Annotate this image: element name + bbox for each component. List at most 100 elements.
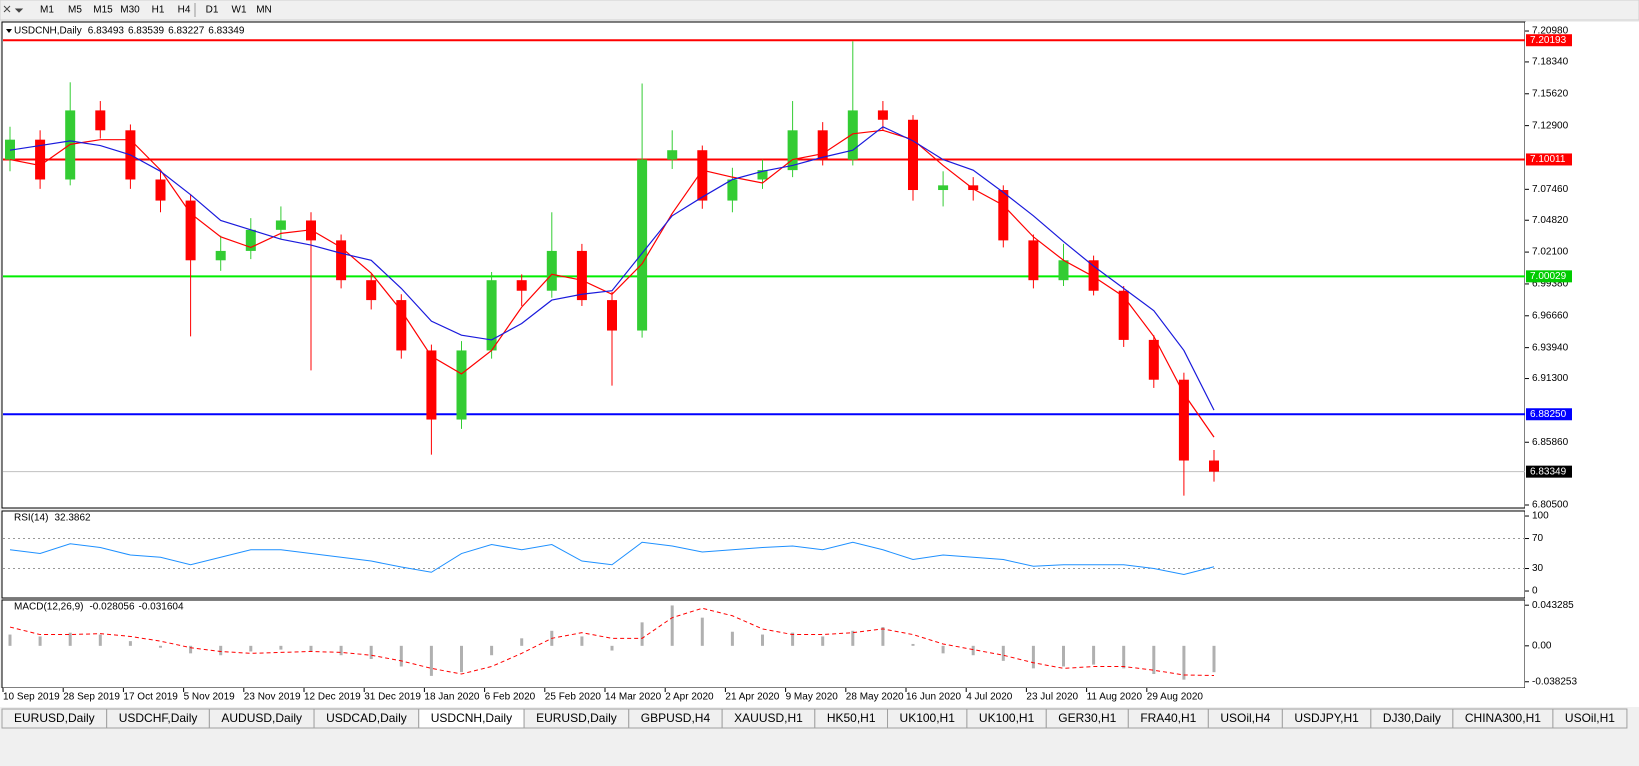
level-label-box — [1526, 153, 1572, 166]
tab[interactable]: FRA40,H1 — [1127, 708, 1209, 729]
y-tick-label: -0.038253 — [1532, 676, 1577, 687]
candle-body — [1148, 339, 1159, 380]
macd-bar — [670, 605, 674, 646]
macd-bar — [460, 645, 463, 673]
candle-body — [456, 350, 467, 420]
candle-body — [576, 250, 587, 301]
y-tick-label: 7.07460 — [1532, 184, 1569, 195]
candle-body — [998, 190, 1009, 241]
tab[interactable]: USOil,H4 — [1207, 708, 1283, 729]
signal-line — [9, 607, 1215, 677]
indicator-value: -0.031604 — [139, 602, 184, 613]
tab[interactable]: EURUSD,Daily — [1, 708, 108, 729]
indicator-value: 6.83227 — [168, 26, 205, 37]
tab[interactable]: USDCNH,Daily — [418, 708, 525, 729]
timeframe-button[interactable]: MN — [256, 5, 272, 16]
macd-bar — [1182, 645, 1186, 680]
macd-bar — [580, 636, 584, 646]
x-tick-label: 5 Nov 2019 — [184, 692, 236, 703]
x-tick-label: 11 Aug 2020 — [1087, 692, 1143, 703]
candle-body — [396, 300, 407, 351]
macd-bar — [761, 634, 764, 646]
toolbar — [0, 0, 1639, 21]
indicator-value: 6.83349 — [208, 26, 245, 37]
x-tick-label: 25 Feb 2020 — [545, 692, 602, 703]
tab-label: EURUSD,Daily — [536, 711, 617, 725]
candle-body — [185, 200, 196, 261]
candle-body — [486, 280, 497, 351]
candle-body — [516, 280, 527, 291]
candle-body — [847, 110, 858, 160]
candle-body — [95, 110, 106, 131]
macd-bar — [1062, 645, 1065, 667]
level-label-box — [1526, 270, 1572, 283]
x-tick-label: 29 Aug 2020 — [1147, 692, 1204, 703]
tab[interactable]: USDCAD,Daily — [313, 708, 420, 729]
price-panel — [1, 21, 1526, 509]
tab[interactable]: USDJPY,H1 — [1281, 708, 1372, 729]
timeframe-button[interactable]: M30 — [120, 5, 140, 16]
candle-body — [215, 250, 226, 261]
macd-bar — [1092, 645, 1096, 665]
candle-body — [245, 229, 256, 251]
candle-body — [35, 139, 46, 180]
candle-body — [727, 179, 738, 201]
tab[interactable]: UK100,H1 — [966, 708, 1047, 729]
macd-bar — [1122, 645, 1126, 669]
x-tick-label: 28 May 2020 — [846, 692, 904, 703]
macd-bar — [98, 634, 102, 646]
macd-bar — [851, 630, 855, 646]
timeframe-button[interactable]: M1 — [40, 5, 54, 16]
macd-bar — [700, 617, 704, 646]
candle-body — [1118, 290, 1129, 340]
y-tick-label: 6.80500 — [1532, 500, 1569, 511]
tab[interactable]: CHINA300,H1 — [1452, 708, 1554, 729]
level-label: 7.10011 — [1530, 154, 1566, 165]
y-tick-label: 0.00 — [1532, 640, 1552, 651]
timeframe-button[interactable]: W1 — [232, 5, 247, 16]
macd-bar — [941, 645, 945, 654]
tab-label: UK100,H1 — [900, 711, 956, 725]
tab[interactable]: USDCHF,Daily — [106, 708, 210, 729]
macd-bar — [1031, 645, 1035, 669]
tab[interactable]: UK100,H1 — [887, 708, 968, 729]
tab[interactable]: XAUUSD,H1 — [721, 708, 816, 729]
tab-label: USDJPY,H1 — [1294, 711, 1359, 725]
tab-label: XAUUSD,H1 — [734, 711, 803, 725]
tab[interactable]: EURUSD,Daily — [523, 708, 630, 729]
toolbar-icon[interactable] — [3, 5, 24, 13]
tab[interactable]: GER30,H1 — [1045, 708, 1129, 729]
tab[interactable]: GBPUSD,H4 — [628, 708, 723, 729]
tab[interactable]: USOil,H1 — [1552, 708, 1628, 729]
macd-bar — [219, 645, 223, 656]
macd-bar — [640, 622, 644, 646]
level-label: 6.88250 — [1530, 409, 1567, 420]
y-tick-label: 6.99380 — [1532, 279, 1569, 290]
tab-label: GBPUSD,H4 — [641, 711, 711, 725]
tab-label: GER30,H1 — [1058, 711, 1116, 725]
macd-bar — [8, 634, 12, 646]
x-tick-label: 31 Dec 2019 — [364, 692, 421, 703]
menu-arrow[interactable] — [6, 29, 12, 33]
y-tick-label: 6.91300 — [1532, 373, 1569, 384]
y-tick-label: 30 — [1532, 563, 1544, 574]
moving-average — [9, 129, 1215, 438]
tab[interactable]: DJ30,Daily — [1370, 708, 1454, 729]
y-tick-label: 7.12900 — [1532, 120, 1569, 131]
timeframe-button[interactable]: M5 — [68, 5, 82, 16]
indicator-value: 6.83493 — [88, 26, 125, 37]
tab[interactable]: AUDUSD,Daily — [208, 708, 315, 729]
candle-body — [155, 179, 166, 201]
macd-bar — [610, 645, 614, 651]
timeframe-button[interactable]: D1 — [206, 5, 219, 16]
moving-average — [9, 126, 1215, 411]
indicator-value: 32.3862 — [54, 513, 91, 524]
timeframe-button[interactable]: M15 — [93, 5, 113, 16]
candle-body — [546, 250, 557, 291]
tab[interactable]: HK50,H1 — [814, 708, 889, 729]
indicator-value: -0.028056 — [89, 602, 134, 613]
timeframe-button[interactable]: H4 — [178, 5, 191, 16]
x-tick-label: 23 Jul 2020 — [1026, 692, 1078, 703]
timeframe-button[interactable]: H1 — [152, 5, 165, 16]
candle-body — [637, 159, 648, 331]
